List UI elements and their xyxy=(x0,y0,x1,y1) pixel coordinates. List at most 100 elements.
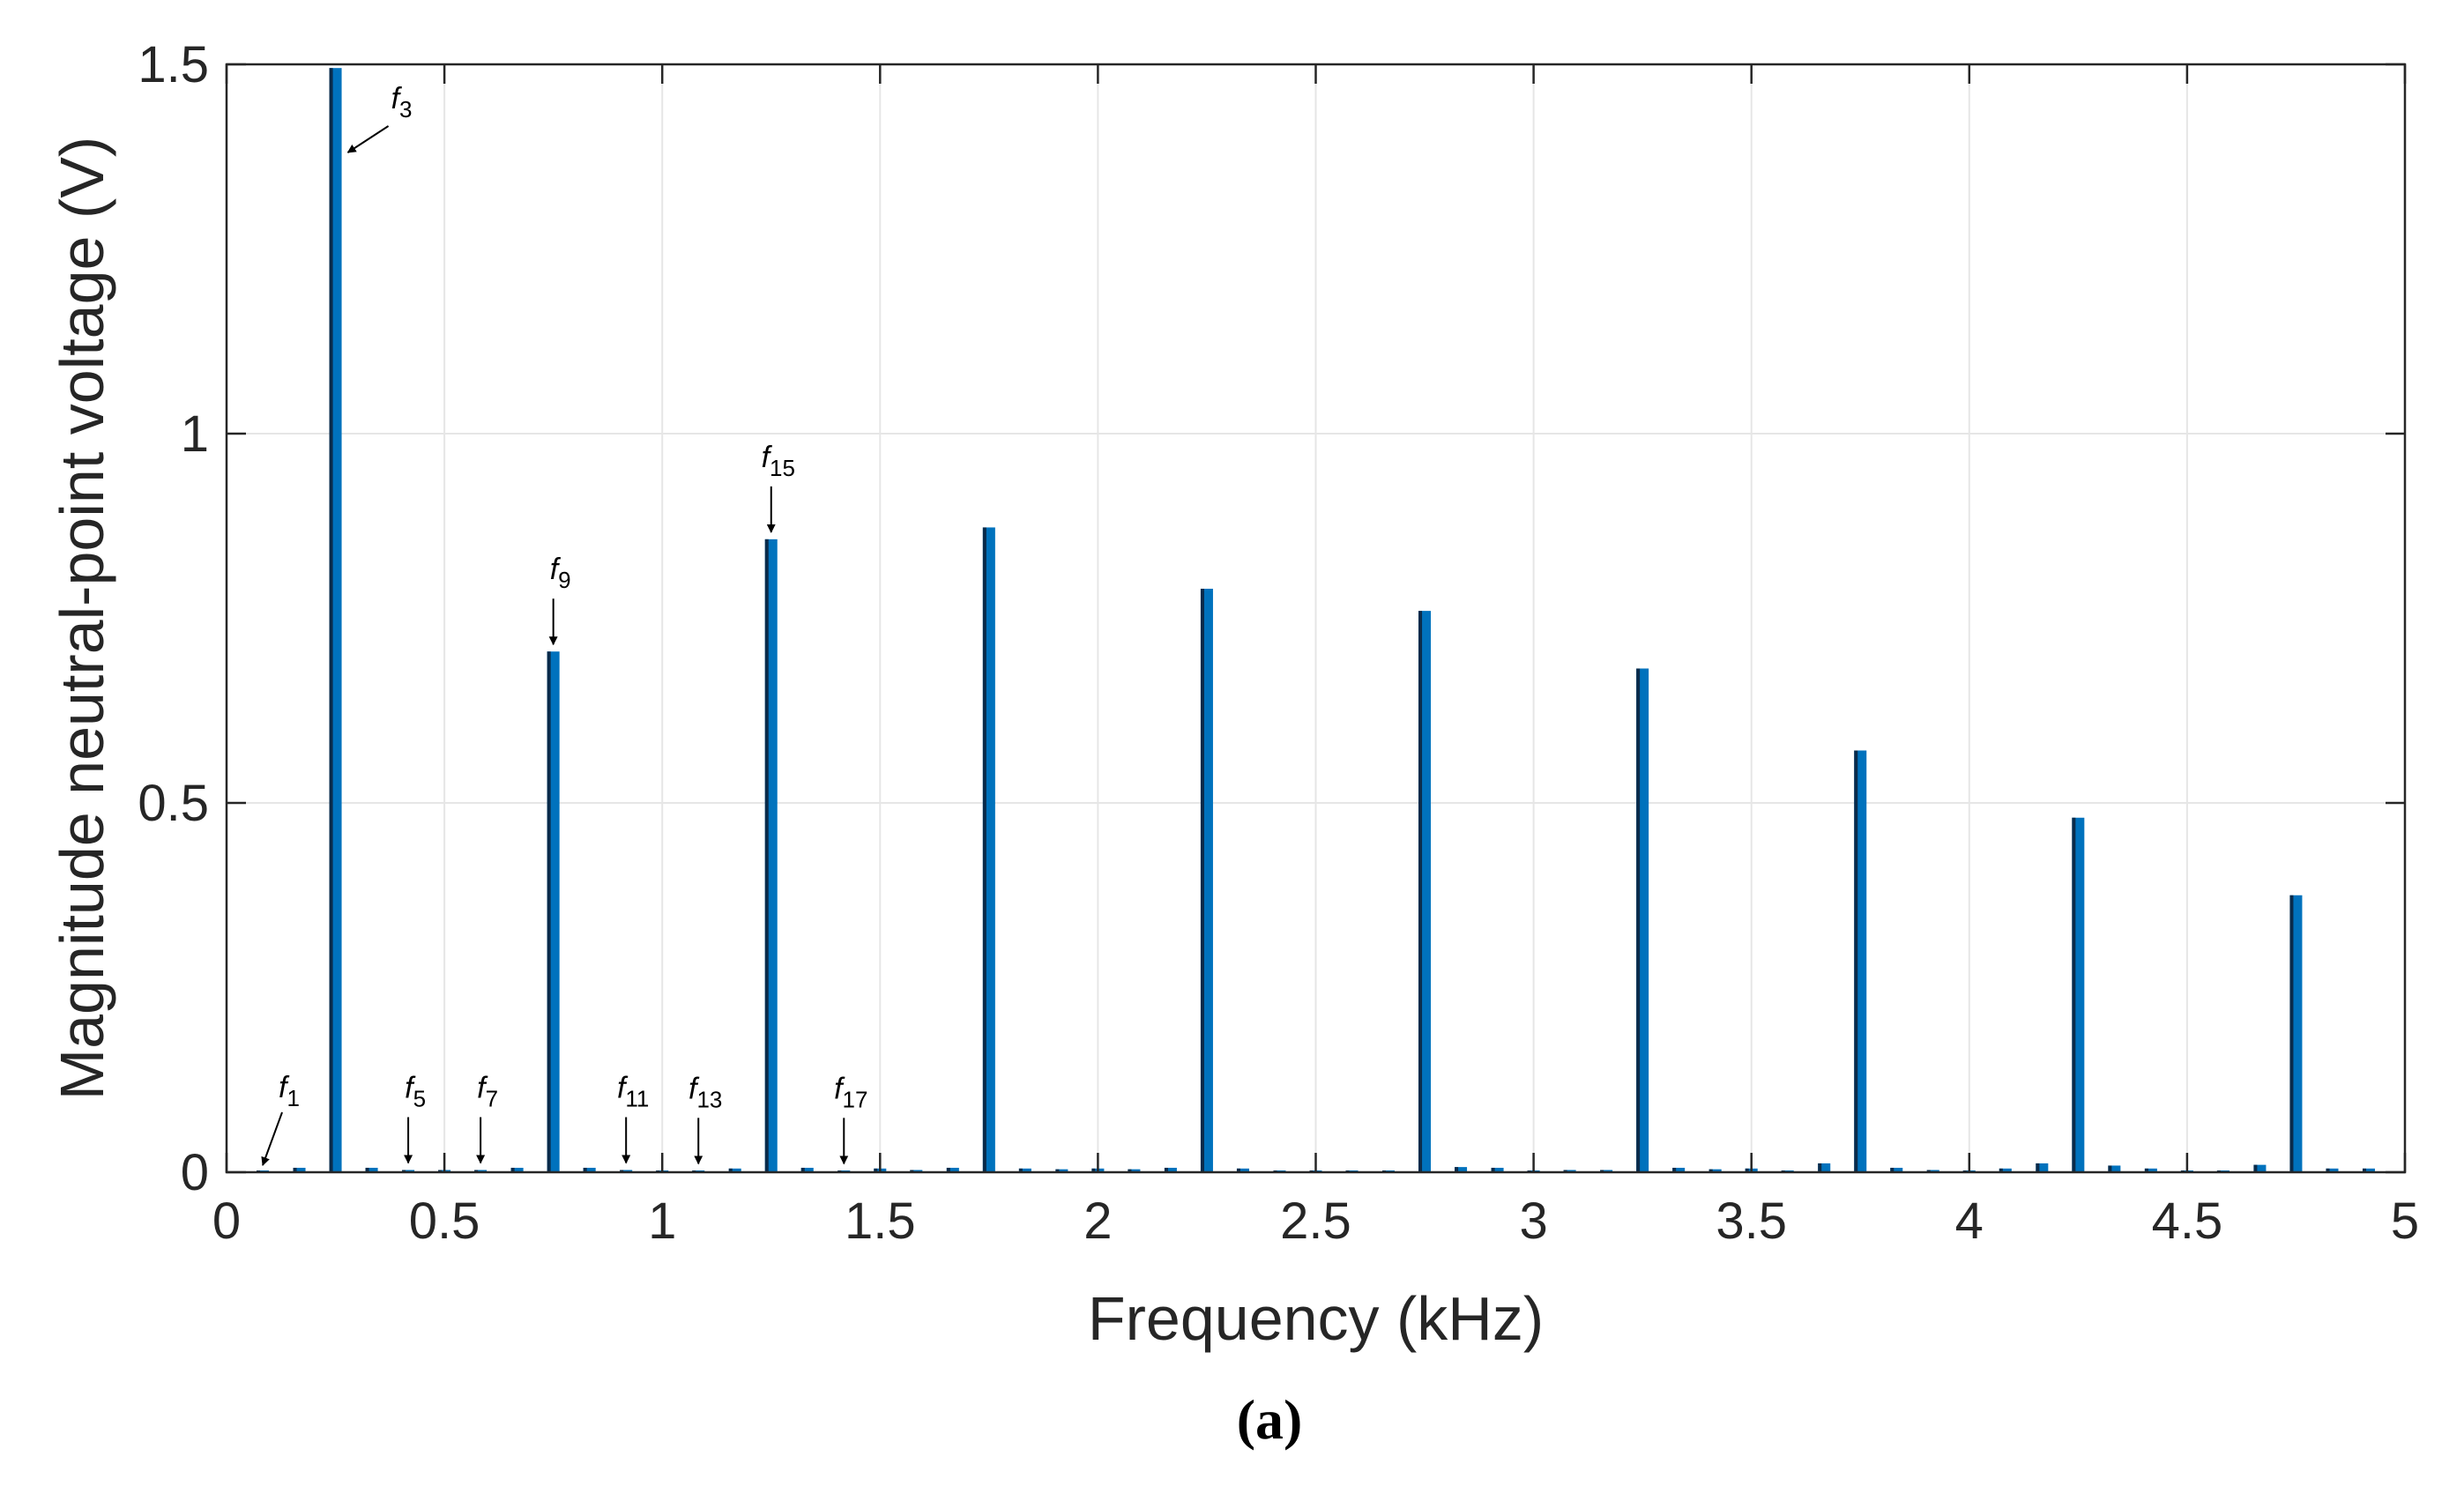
bar-fill xyxy=(510,1167,524,1172)
bar xyxy=(728,1168,741,1172)
bar-fill xyxy=(800,1167,814,1172)
bar-fill xyxy=(2108,1165,2121,1172)
bar-edge xyxy=(1636,668,1641,1172)
bar xyxy=(1455,1167,1468,1172)
bar-fill xyxy=(1926,1170,1939,1172)
bar-fill xyxy=(910,1170,923,1172)
bar-edge xyxy=(1563,1170,1567,1172)
x-tick-label: 3.5 xyxy=(1716,1193,1787,1250)
axes xyxy=(225,63,2407,1174)
annotation-subscript: 7 xyxy=(486,1085,498,1111)
bar-edge xyxy=(1999,1168,2003,1172)
bar-edge xyxy=(946,1167,950,1172)
bar xyxy=(1999,1168,2012,1172)
x-tick-label: 4.5 xyxy=(2152,1193,2223,1250)
bar-edge xyxy=(1818,1163,1822,1172)
bar-edge xyxy=(438,1170,443,1172)
bar-fill xyxy=(2326,1168,2339,1172)
bar-edge xyxy=(2326,1168,2330,1172)
bar xyxy=(1418,611,1432,1172)
bar xyxy=(583,1167,596,1172)
bar-edge xyxy=(2108,1165,2112,1172)
bar xyxy=(293,1167,306,1172)
bar-edge xyxy=(402,1170,406,1172)
figure-caption: (a) xyxy=(1237,1388,1303,1451)
bar-edge xyxy=(510,1167,515,1172)
bar xyxy=(2036,1163,2049,1172)
bar-fill xyxy=(1236,1168,1249,1172)
bar-edge xyxy=(800,1167,805,1172)
bar-fill xyxy=(1818,1163,1831,1172)
bar-fill xyxy=(2036,1163,2049,1172)
bar xyxy=(1200,588,1213,1172)
bar-edge xyxy=(1491,1167,1495,1172)
bar-edge xyxy=(2362,1168,2366,1172)
bar-fill xyxy=(1890,1167,1903,1172)
bar xyxy=(1926,1170,1939,1172)
x-tick-label: 2 xyxy=(1083,1193,1112,1250)
bar xyxy=(1708,1169,1722,1172)
bar xyxy=(1563,1170,1576,1172)
x-tick-label: 2.5 xyxy=(1280,1193,1351,1250)
bar-edge xyxy=(293,1167,297,1172)
bar xyxy=(946,1167,959,1172)
bar xyxy=(2253,1164,2267,1172)
bar xyxy=(329,68,342,1173)
bar-fill xyxy=(2144,1168,2157,1172)
bar-fill xyxy=(946,1167,959,1172)
bar-fill xyxy=(1563,1170,1576,1172)
annotation-subscript: 5 xyxy=(413,1085,426,1111)
bar xyxy=(2072,817,2085,1172)
bar-edge xyxy=(329,68,333,1173)
annotation-subscript: 15 xyxy=(770,455,795,481)
bar-edge xyxy=(2036,1163,2040,1172)
y-tick-label: 0.5 xyxy=(138,775,209,832)
bar xyxy=(1055,1169,1068,1172)
bar-fill xyxy=(1708,1169,1722,1172)
bar-edge xyxy=(1926,1170,1931,1172)
bar xyxy=(474,1170,488,1172)
x-tick-label: 5 xyxy=(2391,1193,2419,1250)
bar-fill xyxy=(1164,1167,1177,1172)
bar-edge xyxy=(1890,1167,1895,1172)
bar-edge xyxy=(1200,588,1204,1172)
x-tick-label: 4 xyxy=(1955,1193,1984,1250)
x-tick-label: 0 xyxy=(212,1193,241,1250)
bar xyxy=(910,1170,923,1172)
bar-edge xyxy=(910,1170,914,1172)
bar-fill xyxy=(1491,1167,1504,1172)
x-tick-label: 1.5 xyxy=(845,1193,916,1250)
bar xyxy=(2144,1168,2157,1172)
bar-edge xyxy=(1236,1168,1240,1172)
bar-edge xyxy=(1418,611,1423,1172)
bar-fill xyxy=(365,1167,378,1172)
x-tick-label: 3 xyxy=(1519,1193,1547,1250)
x-axis-title: Frequency (kHz) xyxy=(1088,1284,1544,1353)
annotation-subscript: 17 xyxy=(843,1086,868,1112)
bar xyxy=(1236,1168,1249,1172)
bar xyxy=(1018,1168,1031,1172)
bar-edge xyxy=(1600,1170,1604,1172)
bar-fill xyxy=(620,1170,633,1172)
annotation-arrow xyxy=(346,125,390,153)
bar xyxy=(1818,1163,1831,1172)
bar xyxy=(1854,750,1867,1172)
bar-fill xyxy=(1018,1168,1031,1172)
bar-edge xyxy=(583,1167,587,1172)
bar-edge xyxy=(1128,1169,1132,1172)
bars xyxy=(257,68,2375,1173)
bar-edge xyxy=(1672,1167,1677,1172)
bar-edge xyxy=(2072,817,2076,1172)
annotation-subscript: 1 xyxy=(287,1085,300,1111)
bar-edge xyxy=(982,527,986,1172)
bar-fill xyxy=(1999,1168,2012,1172)
bar xyxy=(1491,1167,1504,1172)
bar-edge xyxy=(474,1170,479,1172)
bar-edge xyxy=(365,1167,369,1172)
bar-edge xyxy=(1164,1167,1168,1172)
annotation-subscript: 9 xyxy=(558,567,570,593)
y-tick-label: 1.5 xyxy=(138,36,209,93)
bar xyxy=(800,1167,814,1172)
annotation-subscript: 11 xyxy=(625,1085,649,1111)
bar-edge xyxy=(547,651,551,1172)
